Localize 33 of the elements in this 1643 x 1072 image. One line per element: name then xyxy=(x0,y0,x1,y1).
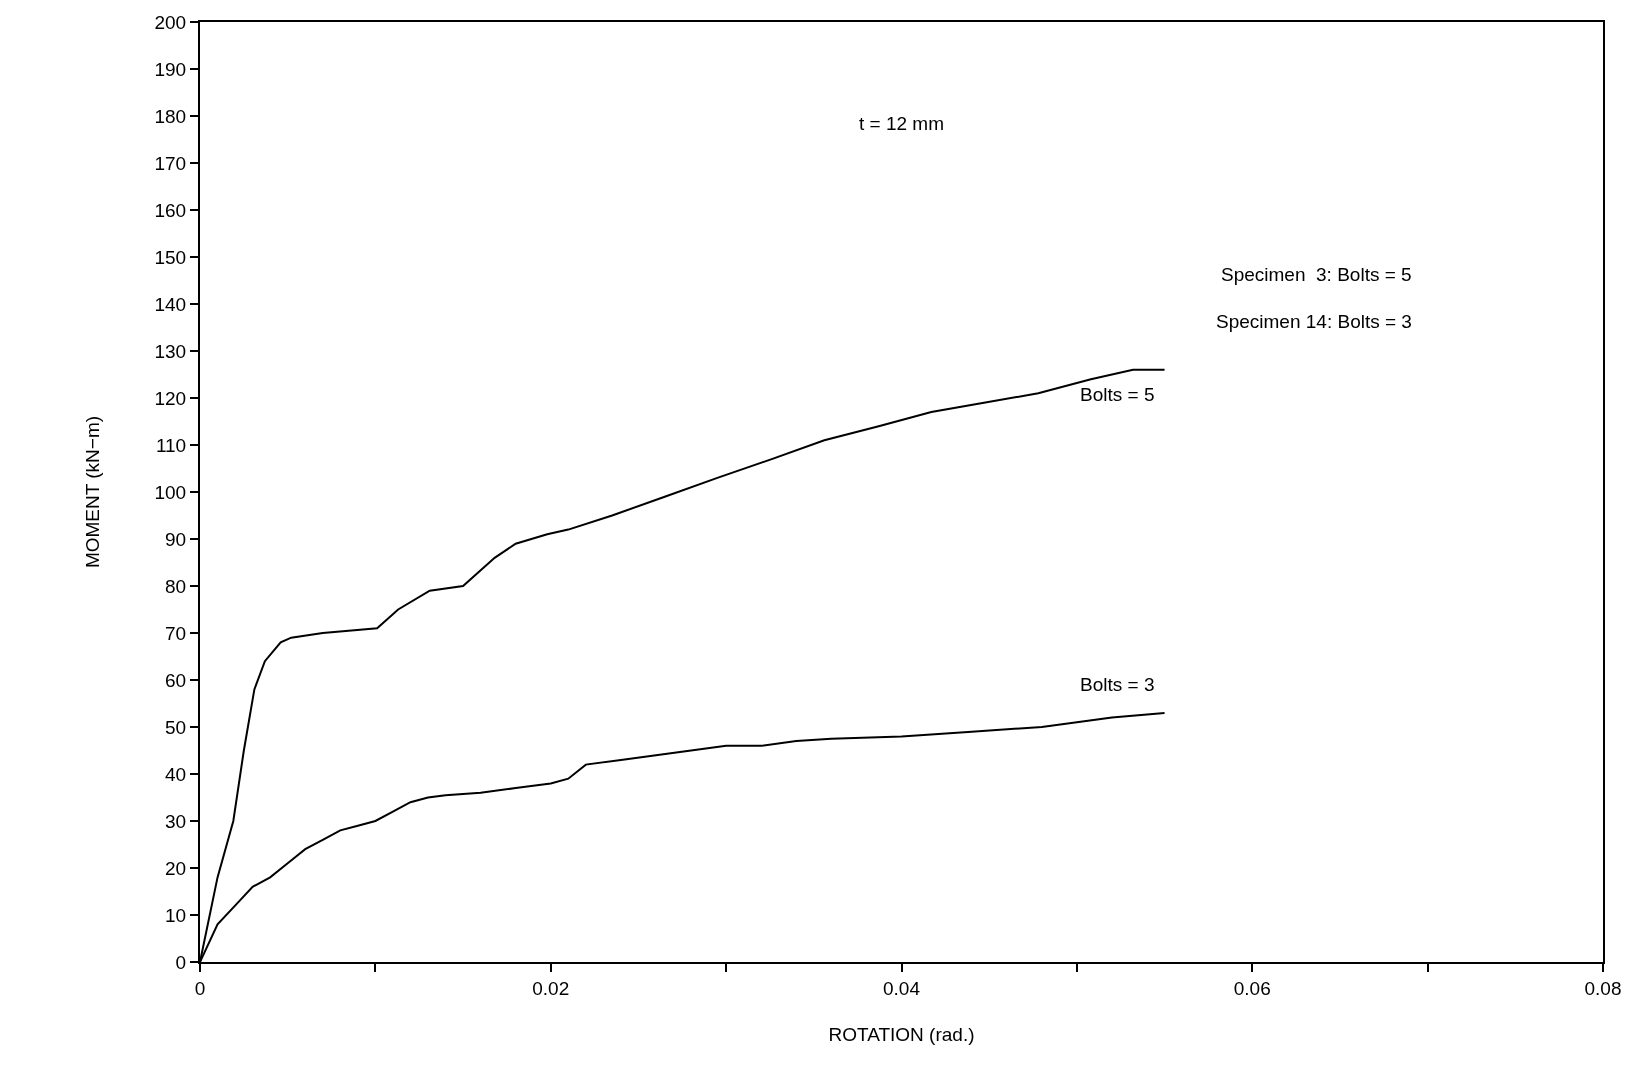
y-tick-label: 140 xyxy=(154,293,187,315)
x-tick-label: 0.04 xyxy=(883,977,921,999)
y-tick-label: 150 xyxy=(154,246,187,268)
series-label: Bolts = 5 xyxy=(1080,384,1155,405)
y-tick-label: 40 xyxy=(165,763,187,785)
annotation: Specimen 3: Bolts = 5 xyxy=(1221,264,1412,285)
y-tick-label: 90 xyxy=(165,528,187,550)
y-tick-label: 60 xyxy=(165,669,187,691)
x-tick-label: 0.06 xyxy=(1233,977,1271,999)
y-tick-label: 100 xyxy=(154,481,187,503)
y-axis-title: MOMENT (kN−m) xyxy=(81,415,103,569)
y-tick-label: 130 xyxy=(154,340,187,362)
y-tick-label: 0 xyxy=(175,951,187,973)
annotation: t = 12 mm xyxy=(859,113,944,134)
x-axis-title: ROTATION (rad.) xyxy=(828,1024,975,1046)
y-tick-label: 190 xyxy=(154,58,187,80)
y-tick-label: 70 xyxy=(165,622,187,644)
annotation: Specimen 14: Bolts = 3 xyxy=(1216,311,1412,332)
y-tick-label: 50 xyxy=(165,716,187,738)
y-tick-label: 120 xyxy=(154,387,187,409)
y-tick-label: 200 xyxy=(154,11,187,33)
y-tick-label: 110 xyxy=(155,434,187,456)
y-tick-label: 160 xyxy=(154,199,187,221)
y-tick-label: 10 xyxy=(165,904,187,926)
y-tick-label: 20 xyxy=(165,857,187,879)
y-tick-label: 170 xyxy=(154,152,187,174)
y-tick-label: 80 xyxy=(165,575,187,597)
y-tick-label: 30 xyxy=(165,810,187,832)
x-tick-label: 0.08 xyxy=(1584,977,1622,999)
y-tick-label: 180 xyxy=(154,105,187,127)
x-tick-label: 0.02 xyxy=(532,977,570,999)
series-label: Bolts = 3 xyxy=(1080,674,1155,695)
x-tick-label: 0 xyxy=(194,977,206,999)
